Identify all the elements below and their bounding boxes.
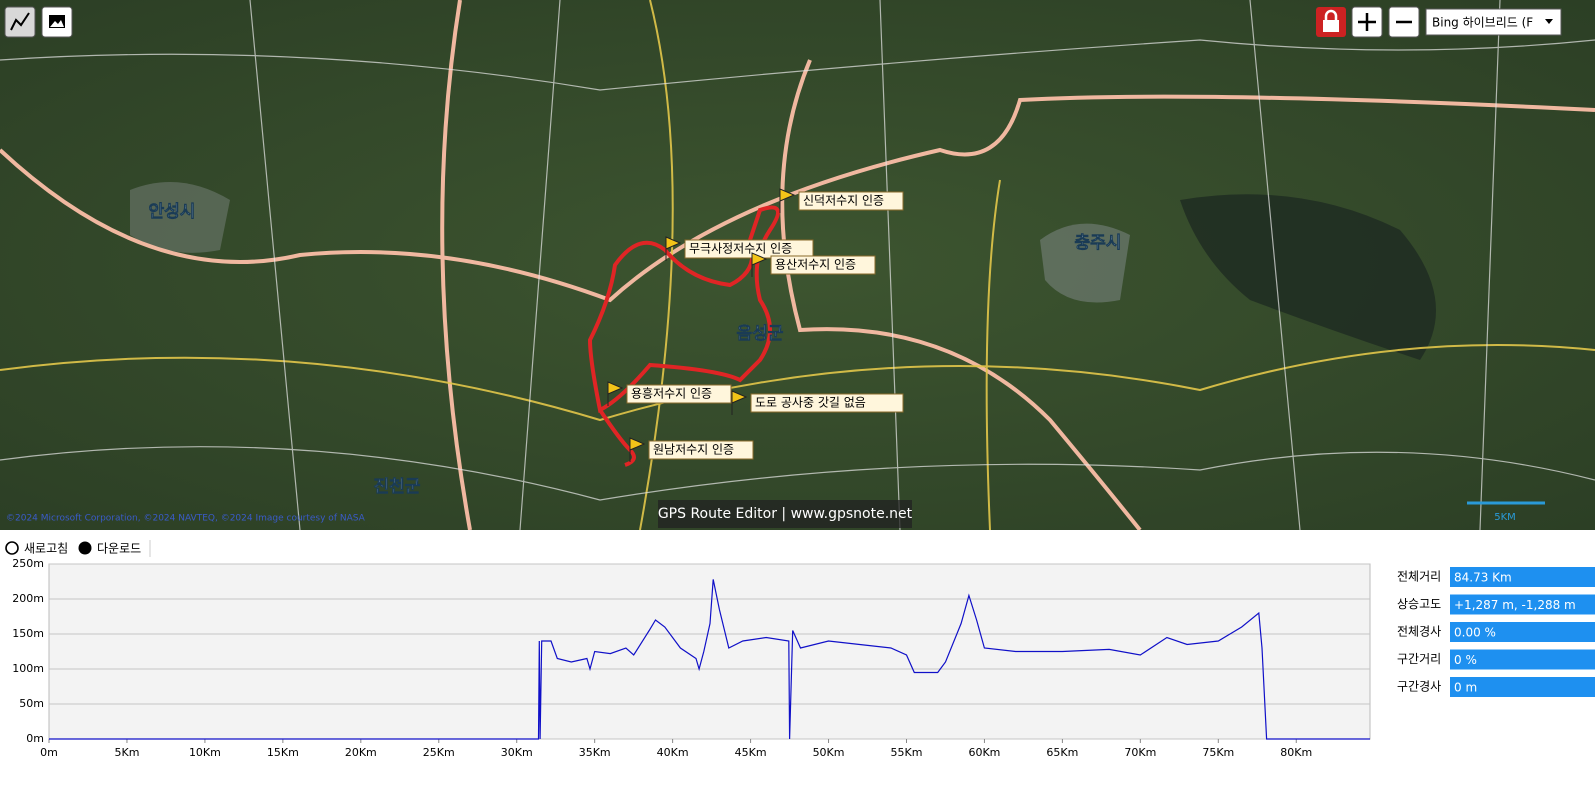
lake: [1180, 194, 1436, 360]
download-button[interactable]: 다운로드: [78, 541, 142, 556]
stat-label: 구간경사: [1397, 680, 1441, 694]
waypoint-label: 원남저수지 인증: [653, 443, 734, 457]
waypoint-label: 신덕저수지 인증: [803, 194, 884, 208]
urban-area: [1040, 223, 1130, 303]
urban-area: [130, 182, 230, 253]
y-tick-label: 0m: [26, 732, 44, 745]
x-tick-label: 40Km: [657, 746, 689, 759]
waypoint-label-bg: [750, 393, 904, 413]
y-tick-label: 150m: [12, 627, 44, 640]
waypoint-flag: [779, 188, 796, 213]
x-tick-label: 25Km: [423, 746, 455, 759]
x-tick-label: 75Km: [1202, 746, 1234, 759]
x-tick-label: 30Km: [501, 746, 533, 759]
stat-label: 전체거리: [1397, 570, 1441, 584]
x-tick-label: 10Km: [189, 746, 221, 759]
download-label: 다운로드: [97, 542, 141, 556]
waypoint-flag: [731, 390, 748, 415]
stat-value: 0 m: [1454, 681, 1477, 695]
city-label: 음성군: [737, 324, 784, 344]
elevation-line: [49, 579, 1370, 740]
watermark-bg: [658, 500, 912, 528]
waypoint-flag: [607, 381, 624, 406]
map-attribution: ©2024 Microsoft Corporation, ©2024 NAVTE…: [6, 514, 366, 524]
x-tick-label: 45Km: [735, 746, 767, 759]
city-label: 충주시: [1075, 233, 1122, 253]
x-tick-label: 0m: [40, 746, 58, 759]
stat-value: 84.73 Km: [1454, 571, 1512, 585]
waypoint-label-bg: [798, 191, 904, 211]
stat-value: 0.00 %: [1454, 626, 1496, 640]
watermark: GPS Route Editor | www.gpsnote.net: [658, 506, 913, 522]
stat-box: [1450, 594, 1595, 615]
zoom-in-button[interactable]: [1351, 6, 1383, 38]
stat-value: 0 %: [1454, 653, 1477, 667]
minor-roads: [0, 0, 1595, 531]
waypoint-flag: [665, 236, 682, 261]
y-tick-label: 100m: [12, 662, 44, 675]
x-tick-label: 80Km: [1280, 746, 1312, 759]
chart-toggle-button[interactable]: [4, 6, 36, 38]
x-tick-label: 50Km: [813, 746, 845, 759]
waypoint-label-bg: [626, 384, 732, 404]
scale-label: 5KM: [1494, 512, 1516, 523]
map-type-text: Bing 하이브리드 (F: [1432, 16, 1533, 30]
waypoint-label-bg: [648, 440, 754, 460]
stat-value: +1,287 m, -1,288 m: [1454, 598, 1576, 612]
stat-label: 상승고도: [1397, 597, 1441, 611]
y-tick-label: 50m: [19, 697, 44, 710]
x-tick-label: 70Km: [1124, 746, 1156, 759]
x-tick-label: 35Km: [579, 746, 611, 759]
waypoint-label: 도로 공사중 갓길 없음: [755, 396, 866, 410]
plot-area: [48, 563, 1371, 740]
waypoint-flag: [751, 252, 768, 277]
stat-label: 전체경사: [1397, 625, 1441, 639]
stat-box: [1450, 567, 1595, 587]
x-tick-label: 20Km: [345, 746, 377, 759]
refresh-button[interactable]: 새로고침: [5, 541, 68, 556]
city-label: 안성시: [149, 202, 196, 222]
lock-button[interactable]: [1316, 7, 1346, 37]
waypoint-label-bg: [684, 239, 814, 259]
x-tick-label: 60Km: [968, 746, 1000, 759]
x-tick-label: 55Km: [891, 746, 923, 759]
waypoint-flag: [629, 437, 646, 462]
y-tick-label: 250m: [12, 557, 44, 570]
stat-label: 구간거리: [1397, 652, 1441, 666]
map-type-select[interactable]: Bing 하이브리드 (F: [1425, 8, 1562, 36]
stat-box: [1450, 677, 1595, 697]
zoom-out-button[interactable]: [1388, 6, 1420, 38]
image-button[interactable]: [41, 6, 73, 38]
city-label: 진천군: [374, 477, 421, 497]
waypoint-label-bg: [770, 255, 876, 275]
x-tick-label: 15Km: [267, 746, 299, 759]
waypoint-label: 무극사정저수지 인증: [689, 242, 792, 256]
x-tick-label: 65Km: [1046, 746, 1078, 759]
x-tick-label: 5Km: [114, 746, 139, 759]
waypoint-label: 용흥저수지 인증: [631, 387, 712, 401]
waypoint-label: 용산저수지 인증: [775, 258, 856, 272]
refresh-label: 새로고침: [24, 542, 68, 556]
stat-box: [1450, 649, 1595, 670]
y-tick-label: 200m: [12, 592, 44, 605]
stat-box: [1450, 622, 1595, 642]
